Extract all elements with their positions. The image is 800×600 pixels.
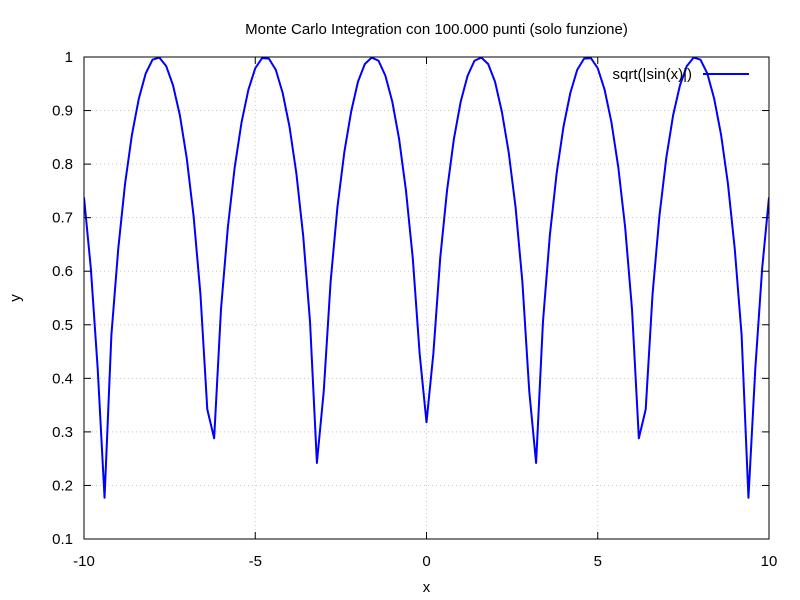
y-tick-label: 0.7 <box>52 210 73 227</box>
tick-labels: -10 -5 0 5 10 0.1 0.2 0.3 0.4 0.5 0.6 0.7 0.8 0.9 1 <box>52 49 777 570</box>
ticks <box>83 56 770 540</box>
y-tick-label: 0.2 <box>52 477 73 494</box>
x-tick-label: -10 <box>73 553 95 570</box>
y-axis-label: y <box>7 294 24 302</box>
x-axis-label: x <box>423 579 431 596</box>
grid <box>84 57 769 539</box>
series-line <box>84 57 769 499</box>
y-tick-label: 0.8 <box>52 156 73 173</box>
x-tick-label: 5 <box>594 553 602 570</box>
y-tick-label: 0.9 <box>52 103 73 120</box>
x-tick-label: 10 <box>761 553 778 570</box>
y-tick-label: 0.3 <box>52 424 73 441</box>
legend-label: sqrt(|sin(x)|) <box>613 66 692 83</box>
series-layer <box>84 57 769 499</box>
legend: sqrt(|sin(x)|) <box>613 66 749 83</box>
chart-title: Monte Carlo Integration con 100.000 punt… <box>245 21 628 38</box>
y-tick-label: 0.1 <box>52 531 73 548</box>
x-tick-label: 0 <box>422 553 430 570</box>
y-tick-label: 0.6 <box>52 263 73 280</box>
x-tick-label: -5 <box>249 553 262 570</box>
y-tick-label: 0.5 <box>52 317 73 334</box>
y-tick-label: 1 <box>65 49 73 66</box>
y-tick-label: 0.4 <box>52 370 73 387</box>
